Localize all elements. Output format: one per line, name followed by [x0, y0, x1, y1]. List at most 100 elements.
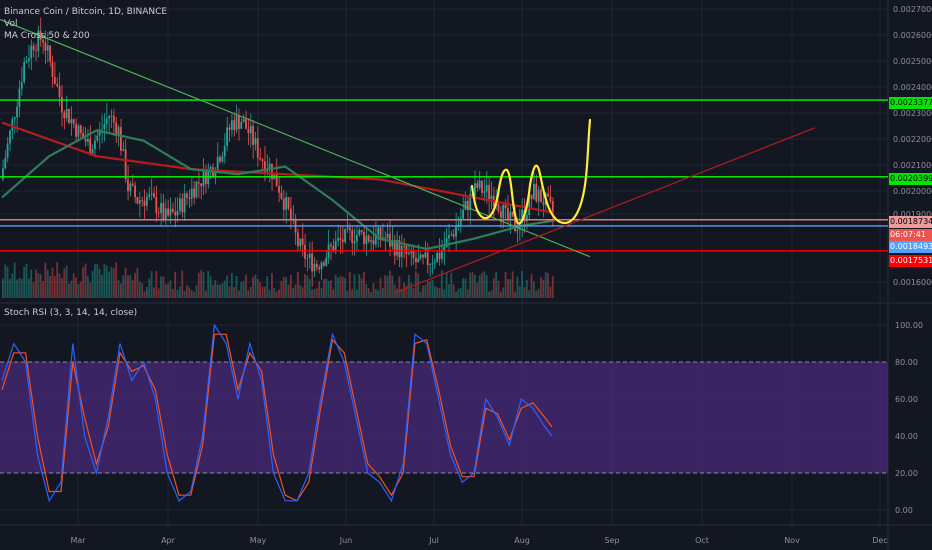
volume-bar — [332, 289, 335, 298]
candle-body — [415, 258, 417, 263]
volume-bar — [25, 263, 28, 298]
candle-body — [197, 182, 200, 184]
candle-body — [344, 228, 346, 243]
volume-bar — [429, 281, 431, 298]
volume-bar — [37, 273, 40, 298]
volume-bar — [89, 282, 92, 298]
price-axis-tick: 0.0020000 — [893, 187, 932, 196]
volume-bar — [115, 262, 118, 298]
price-axis-tick: 0.0024000 — [893, 83, 932, 92]
chart-title: Binance Coin / Bitcoin, 1D, BINANCE — [4, 7, 168, 17]
volume-bar — [103, 263, 106, 298]
volume-bar — [320, 288, 323, 298]
candle-body — [162, 202, 165, 220]
volume-bar — [313, 288, 316, 298]
volume-bar — [91, 270, 94, 298]
volume-bar — [110, 266, 113, 298]
candle-body — [504, 204, 507, 209]
volume-bar — [518, 286, 521, 298]
volume-bar — [431, 280, 434, 298]
candle-body — [200, 183, 203, 187]
volume-bar — [440, 270, 443, 298]
candle-body — [429, 263, 431, 265]
candle-body — [547, 193, 549, 197]
candle-body — [153, 193, 155, 197]
freehand-drawing[interactable] — [470, 118, 592, 225]
volume-bar — [228, 286, 231, 298]
volume-bar — [124, 267, 127, 298]
candle-body — [398, 240, 401, 258]
volume-bar — [96, 264, 99, 298]
candle-body — [242, 119, 245, 123]
volume-bar — [202, 271, 205, 298]
ascending-trendline — [394, 127, 816, 294]
volume-bar — [143, 291, 146, 298]
volume-bar — [221, 282, 224, 298]
volume-bar — [94, 264, 96, 298]
volume-bar — [188, 287, 191, 298]
volume-bar — [322, 279, 325, 298]
candle-body — [341, 239, 344, 243]
candle-body — [63, 112, 66, 119]
volume-bar — [65, 265, 68, 298]
candle-body — [86, 138, 89, 142]
horizontal-levels[interactable] — [0, 99, 888, 252]
volume-bar — [4, 264, 7, 298]
candle-body — [108, 116, 110, 119]
candle-body — [263, 161, 266, 172]
candle-body — [176, 210, 179, 216]
volume-bar — [337, 277, 339, 298]
countdown-label: 06:07:41 — [889, 229, 932, 241]
rsi-axis-tick: 100.00 — [895, 321, 923, 330]
volume-bar — [200, 270, 203, 298]
volume-bar — [171, 288, 174, 298]
candle-body — [351, 230, 354, 244]
volume-bar — [131, 280, 134, 298]
candle-body — [466, 200, 469, 211]
candle-body — [53, 76, 56, 85]
volume-bar — [356, 289, 358, 298]
volume-bar — [530, 274, 533, 298]
volume-bar — [138, 281, 141, 298]
candle-body — [502, 204, 505, 218]
volume-bar — [212, 284, 214, 298]
candle-body — [89, 138, 92, 155]
volume-bar — [44, 262, 47, 298]
volume-bar — [422, 285, 424, 298]
volume-bar — [346, 290, 349, 298]
volume-bar — [497, 280, 500, 298]
volume-bar — [70, 280, 73, 298]
volume-bar — [360, 278, 363, 298]
candle-body — [226, 127, 228, 146]
candle-body — [301, 238, 304, 245]
candle-body — [339, 238, 342, 240]
trendlines[interactable] — [0, 18, 816, 294]
volume-bar — [101, 274, 103, 298]
candle-body — [289, 208, 292, 221]
candle-body — [412, 250, 415, 259]
candle-body — [18, 88, 21, 107]
candle-body — [4, 157, 7, 169]
volume-bar — [509, 279, 512, 298]
volume-bar — [273, 287, 276, 298]
candle-body — [221, 156, 224, 162]
volume-bar — [294, 284, 297, 298]
volume-bar — [398, 276, 401, 298]
volume-bar — [278, 289, 280, 298]
volume-bar — [190, 289, 193, 298]
price-axis-tick: 0.0021000 — [893, 161, 932, 170]
volume-bar — [86, 276, 89, 298]
candle-body — [407, 253, 410, 255]
candle-body — [247, 128, 250, 134]
candle-body — [322, 262, 325, 266]
candle-body — [348, 227, 351, 231]
price-label-pink: 0.0018734 — [889, 216, 932, 228]
volume-bar — [372, 283, 375, 298]
candle-body — [282, 198, 285, 210]
candle-body — [346, 227, 349, 229]
volume-bar — [216, 284, 219, 298]
candle-body — [521, 209, 523, 223]
volume-bar — [436, 287, 439, 298]
candle-body — [261, 159, 264, 162]
